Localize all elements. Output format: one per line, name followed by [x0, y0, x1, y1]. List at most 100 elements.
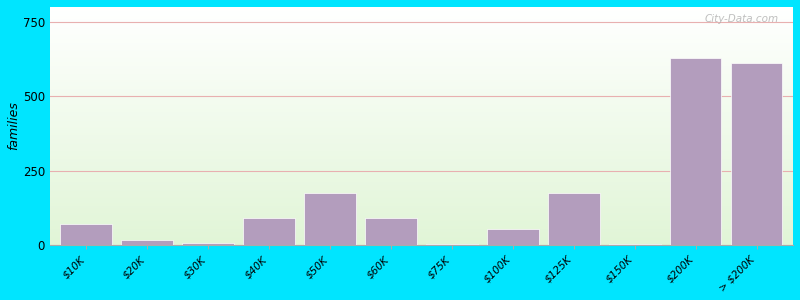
Bar [50, 160, 793, 161]
Bar [50, 206, 793, 207]
Bar [50, 16, 793, 17]
Bar [50, 83, 793, 84]
Bar [50, 15, 793, 16]
Bar [50, 128, 793, 129]
Bar [50, 104, 793, 105]
Bar [50, 102, 793, 103]
Bar [50, 140, 793, 141]
Bar [50, 49, 793, 50]
Bar [50, 135, 793, 136]
Bar [730, 64, 782, 245]
Bar [50, 136, 793, 137]
Bar [50, 109, 793, 110]
Bar [50, 138, 793, 139]
Bar [50, 172, 793, 173]
Bar [50, 159, 793, 160]
Bar [50, 125, 793, 126]
Bar [50, 217, 793, 218]
Bar [50, 202, 793, 203]
Bar [50, 224, 793, 225]
Bar [50, 66, 793, 67]
Bar [50, 25, 793, 26]
Bar [50, 130, 793, 131]
Bar [50, 236, 793, 237]
Bar [50, 101, 793, 102]
Bar [50, 23, 793, 24]
Bar [50, 156, 793, 157]
Bar [50, 194, 793, 195]
Bar [50, 220, 793, 221]
Bar [50, 173, 793, 174]
Bar [50, 108, 793, 109]
Bar [50, 133, 793, 134]
Bar [50, 114, 793, 115]
Bar [50, 33, 793, 34]
Bar [50, 185, 793, 186]
Bar [50, 111, 793, 112]
Bar [50, 72, 793, 73]
Bar [50, 89, 793, 90]
Bar [487, 229, 538, 245]
Bar [50, 13, 793, 14]
Bar [50, 42, 793, 43]
Bar [50, 145, 793, 146]
Bar [50, 112, 793, 113]
Bar [50, 237, 793, 238]
Bar [50, 35, 793, 36]
Bar [50, 85, 793, 86]
Bar [50, 14, 793, 15]
Bar [50, 61, 793, 62]
Bar [50, 84, 793, 85]
Bar [50, 209, 793, 210]
Bar [50, 93, 793, 94]
Bar [50, 126, 793, 127]
Bar [50, 186, 793, 187]
Bar [50, 149, 793, 150]
Bar [548, 193, 600, 245]
Bar [50, 103, 793, 104]
Bar [50, 10, 793, 11]
Bar [50, 115, 793, 116]
Bar [182, 244, 234, 245]
Bar [50, 26, 793, 27]
Bar [50, 105, 793, 106]
Bar [50, 21, 793, 22]
Bar [50, 118, 793, 119]
Bar [50, 150, 793, 151]
Bar [50, 8, 793, 9]
Bar [50, 166, 793, 167]
Bar [50, 110, 793, 111]
Bar [50, 151, 793, 152]
Bar [50, 225, 793, 226]
Text: City-Data.com: City-Data.com [704, 14, 778, 24]
Bar [50, 152, 793, 153]
Bar [50, 63, 793, 64]
Bar [50, 191, 793, 192]
Bar [50, 161, 793, 162]
Bar [50, 207, 793, 208]
Bar [50, 171, 793, 172]
Bar [50, 193, 793, 194]
Bar [50, 137, 793, 138]
Bar [50, 54, 793, 55]
Bar [50, 213, 793, 214]
Bar [50, 113, 793, 114]
Bar [50, 170, 793, 171]
Bar [50, 142, 793, 143]
Bar [50, 91, 793, 92]
Bar [50, 178, 793, 179]
Bar [50, 20, 793, 21]
Bar [50, 29, 793, 30]
Bar [50, 11, 793, 12]
Bar [50, 229, 793, 230]
Bar [50, 131, 793, 132]
Bar [50, 92, 793, 93]
Bar [50, 22, 793, 23]
Bar [50, 97, 793, 98]
Bar [50, 184, 793, 185]
Bar [50, 221, 793, 222]
Bar [50, 205, 793, 206]
Bar [50, 39, 793, 40]
Bar [50, 183, 793, 184]
Bar [670, 58, 722, 245]
